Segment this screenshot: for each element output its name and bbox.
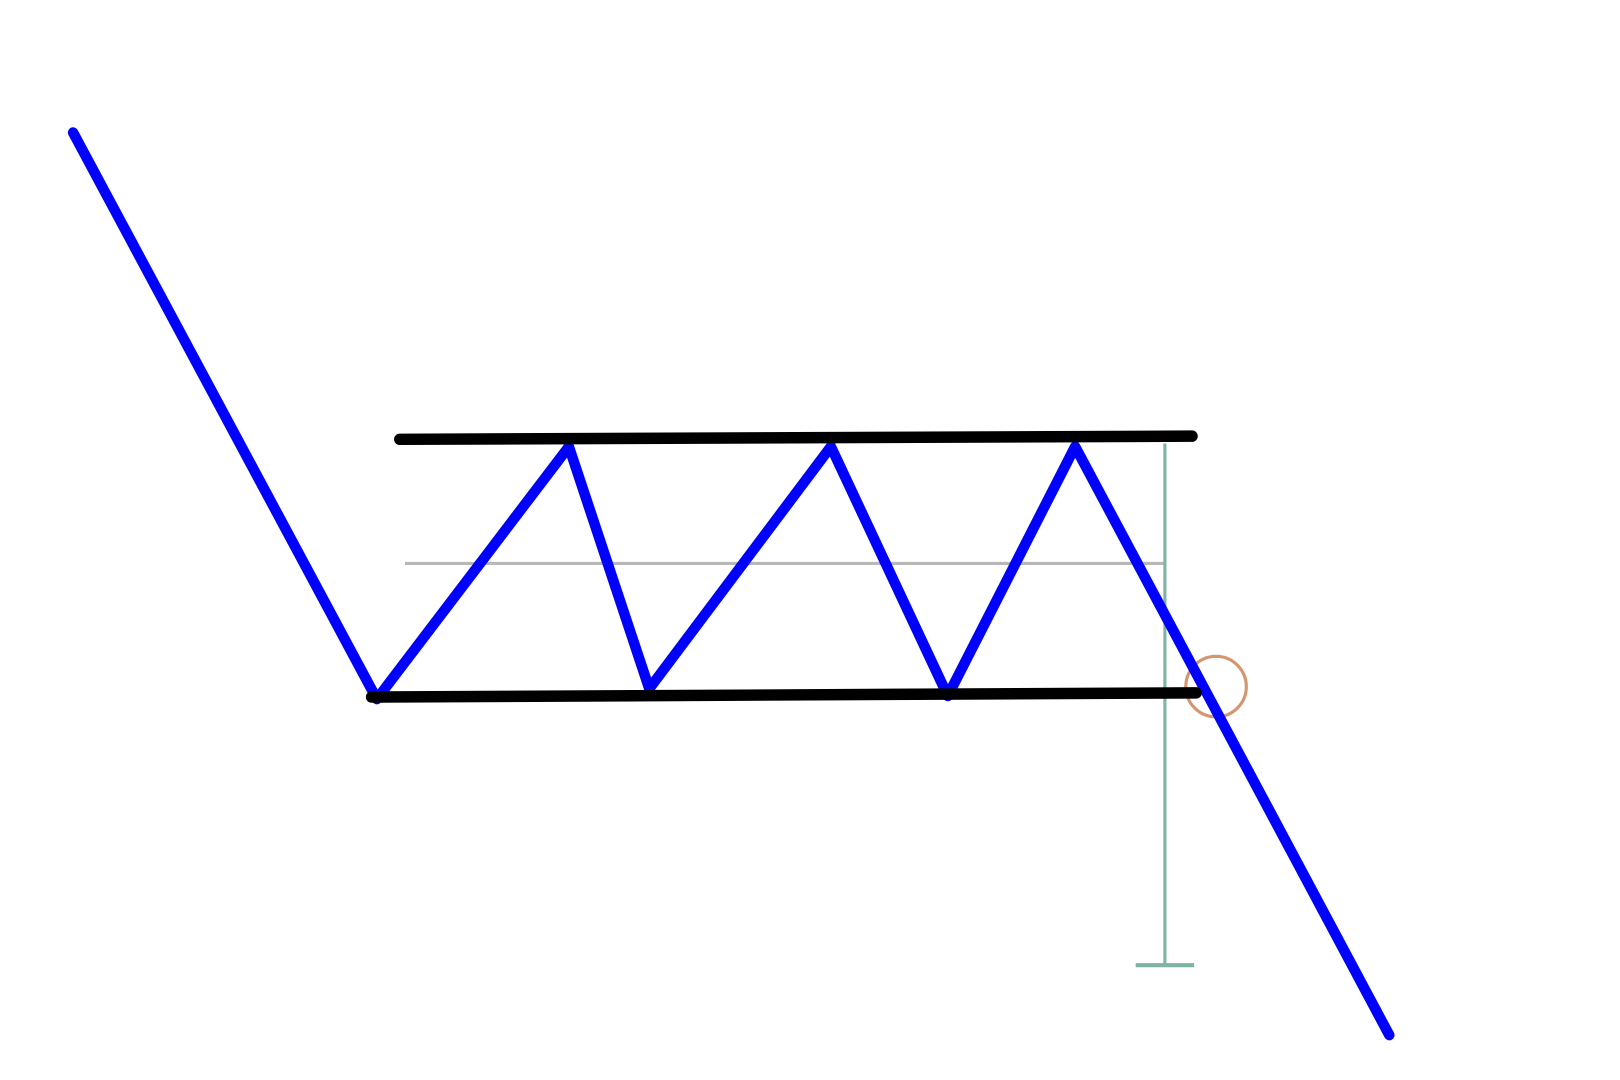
support-line	[365, 687, 1202, 703]
price-path	[67, 127, 1395, 1041]
resistance-line	[394, 430, 1198, 446]
